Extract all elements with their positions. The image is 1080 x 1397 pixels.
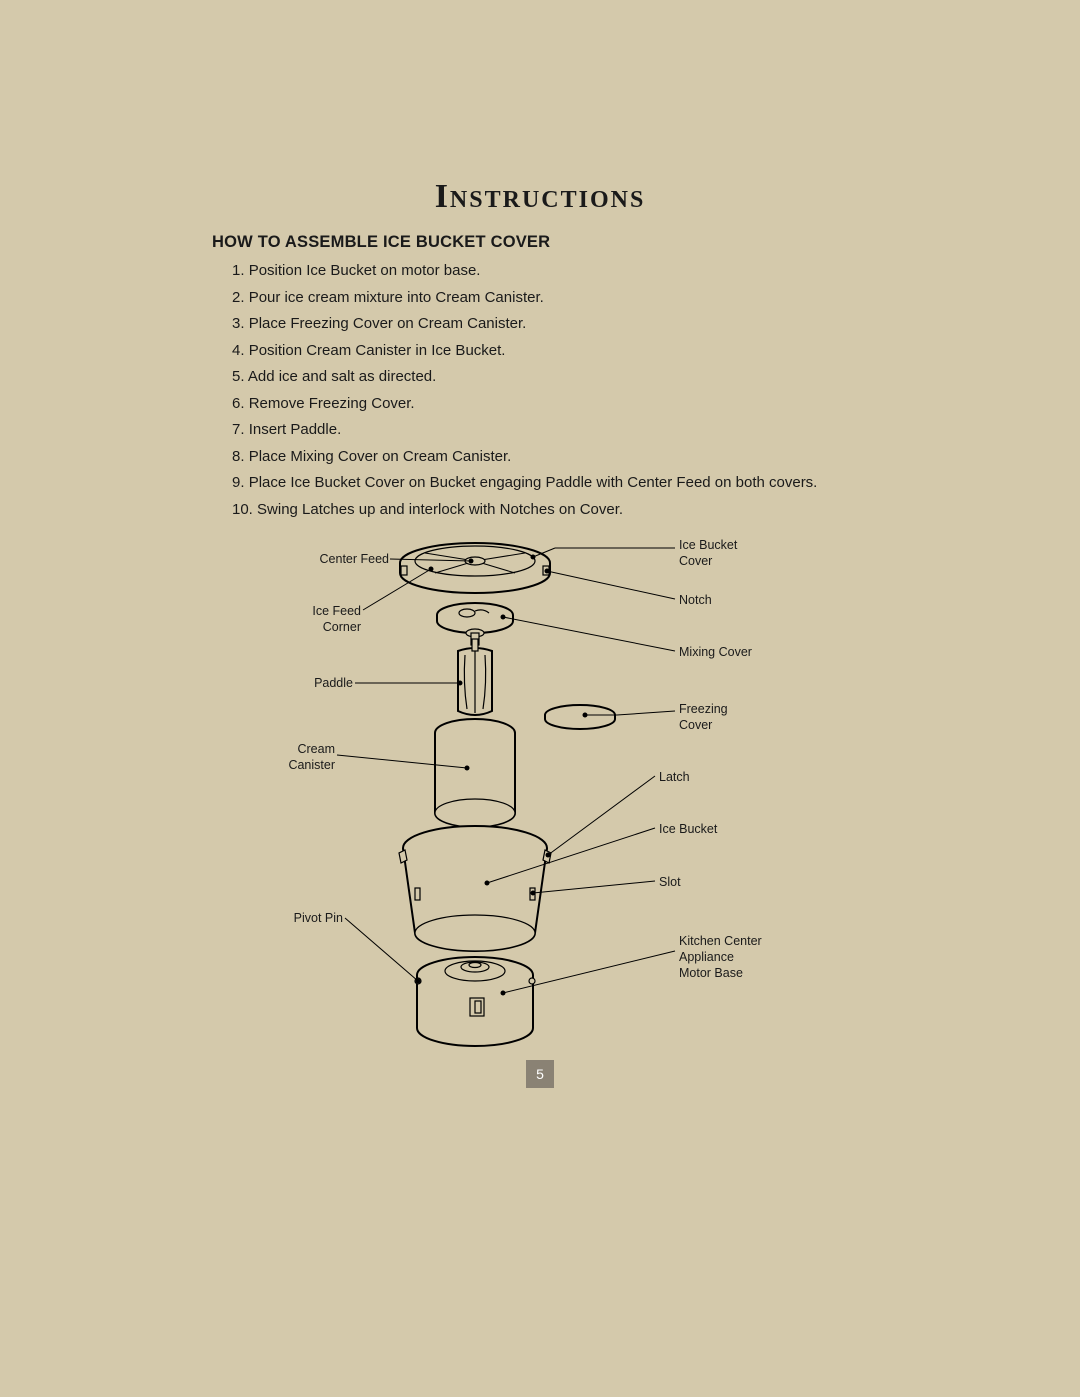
label-freezing-cover: Freezing Cover — [679, 701, 728, 733]
step-text: Remove Freezing Cover. — [249, 395, 415, 412]
step-text: Insert Paddle. — [249, 421, 342, 438]
assembly-steps: 1. Position Ice Bucket on motor base. 2.… — [232, 262, 817, 527]
label-motor-base: Kitchen Center Appliance Motor Base — [679, 933, 762, 981]
step-item: 4. Position Cream Canister in Ice Bucket… — [232, 342, 817, 359]
page-number: 5 — [526, 1060, 554, 1088]
step-item: 2. Pour ice cream mixture into Cream Can… — [232, 289, 817, 306]
step-item: 8. Place Mixing Cover on Cream Canister. — [232, 448, 817, 465]
step-text: Place Ice Bucket Cover on Bucket engagin… — [249, 474, 818, 491]
label-latch: Latch — [659, 769, 690, 785]
label-ice-bucket: Ice Bucket — [659, 821, 717, 837]
label-ice-bucket-cover: Ice Bucket Cover — [679, 537, 737, 569]
step-item: 6. Remove Freezing Cover. — [232, 395, 817, 412]
step-item: 9. Place Ice Bucket Cover on Bucket enga… — [232, 474, 817, 491]
label-slot: Slot — [659, 874, 681, 890]
label-pivot-pin: Pivot Pin — [294, 910, 343, 926]
label-cream-canister: Cream Canister — [288, 741, 335, 773]
step-item: 10. Swing Latches up and interlock with … — [232, 501, 817, 518]
exploded-diagram: Center Feed Ice Feed Corner Paddle Cream… — [275, 533, 775, 1058]
step-text: Position Cream Canister in Ice Bucket. — [249, 342, 506, 359]
label-notch: Notch — [679, 592, 712, 608]
label-ice-feed-corner: Ice Feed Corner — [312, 603, 361, 635]
step-text: Place Mixing Cover on Cream Canister. — [249, 448, 512, 465]
step-text: Add ice and salt as directed. — [248, 368, 436, 385]
step-item: 3. Place Freezing Cover on Cream Caniste… — [232, 315, 817, 332]
section-title: HOW TO ASSEMBLE ICE BUCKET COVER — [212, 233, 550, 252]
label-paddle: Paddle — [314, 675, 353, 691]
step-item: 5. Add ice and salt as directed. — [232, 368, 817, 385]
step-item: 1. Position Ice Bucket on motor base. — [232, 262, 817, 279]
step-text: Position Ice Bucket on motor base. — [249, 262, 481, 279]
label-center-feed: Center Feed — [320, 551, 389, 567]
step-text: Pour ice cream mixture into Cream Canist… — [249, 289, 544, 306]
step-text: Swing Latches up and interlock with Notc… — [257, 501, 623, 518]
label-mixing-cover: Mixing Cover — [679, 644, 752, 660]
step-item: 7. Insert Paddle. — [232, 421, 817, 438]
page-title: Instructions — [0, 178, 1080, 216]
step-text: Place Freezing Cover on Cream Canister. — [249, 315, 527, 332]
